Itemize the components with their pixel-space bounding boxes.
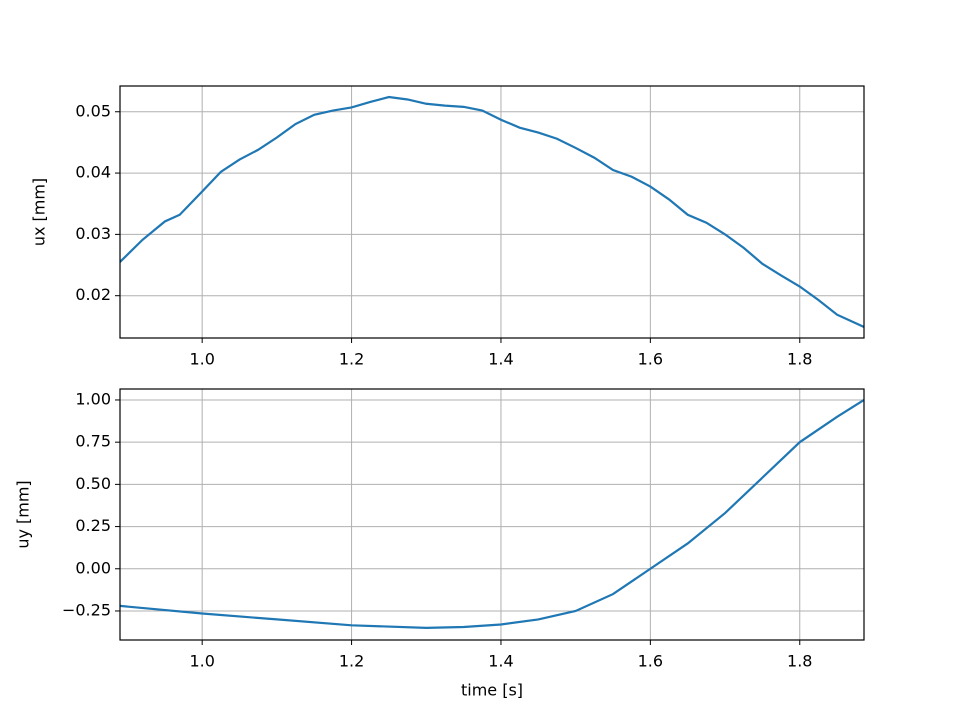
- x-tick-label: 1.0: [189, 652, 214, 671]
- x-tick-label: 1.4: [488, 652, 513, 671]
- x-tick-label: 1.2: [339, 652, 364, 671]
- x-tick-label: 1.0: [189, 350, 214, 369]
- data-line: [120, 95, 864, 328]
- y-axis-label: ux [mm]: [30, 178, 49, 246]
- x-axis-label: time [s]: [461, 681, 523, 700]
- x-tick-label: 1.8: [787, 652, 812, 671]
- x-tick-label: 1.8: [787, 350, 812, 369]
- x-tick-label: 1.2: [339, 350, 364, 369]
- y-axis-label: uy [mm]: [14, 480, 33, 548]
- y-tick-label: 0.75: [75, 432, 111, 451]
- y-tick-label: 0.02: [75, 285, 111, 304]
- y-tick-label: 0.00: [75, 558, 111, 577]
- y-tick-label: 0.03: [75, 224, 111, 243]
- axes-frame: [119, 85, 865, 339]
- data-line: [120, 399, 864, 629]
- y-tick-label: 0.04: [75, 163, 111, 182]
- y-tick-label: 0.25: [75, 516, 111, 535]
- axes-frame: [119, 388, 865, 641]
- x-tick-label: 1.6: [638, 350, 663, 369]
- y-tick-label: −0.25: [62, 600, 111, 619]
- y-tick-label: 0.05: [75, 101, 111, 120]
- x-tick-label: 1.4: [488, 350, 513, 369]
- y-tick-label: 0.50: [75, 474, 111, 493]
- x-tick-label: 1.6: [638, 652, 663, 671]
- y-tick-label: 1.00: [75, 389, 111, 408]
